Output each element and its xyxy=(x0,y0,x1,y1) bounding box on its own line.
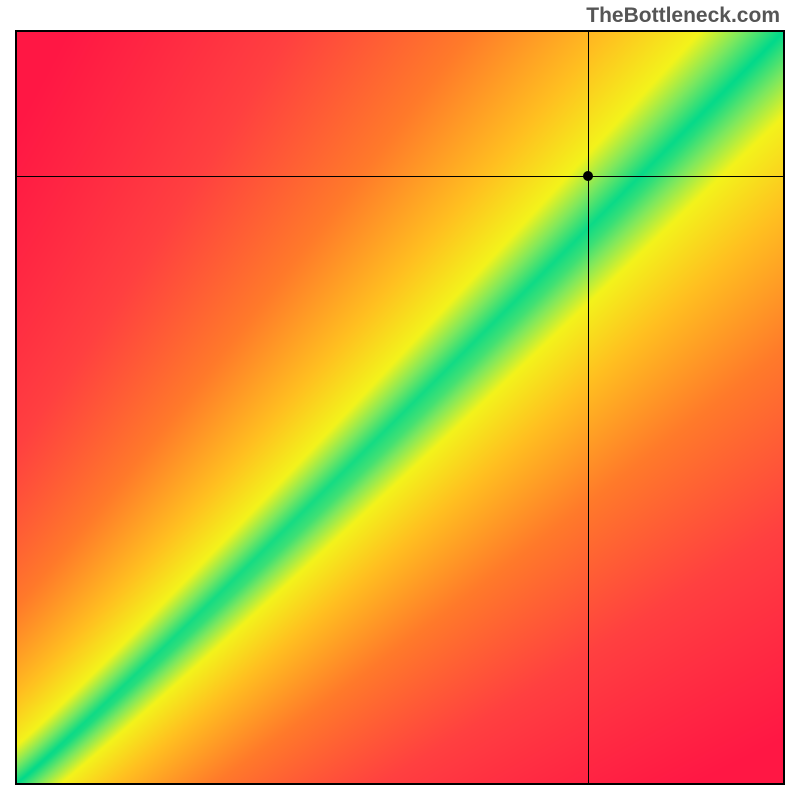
crosshair-vertical xyxy=(588,32,589,783)
heatmap-area xyxy=(15,30,785,785)
crosshair-horizontal xyxy=(17,176,783,177)
chart-container: TheBottleneck.com xyxy=(0,0,800,800)
crosshair-marker xyxy=(583,171,593,181)
heatmap-canvas xyxy=(17,32,783,783)
watermark-text: TheBottleneck.com xyxy=(586,4,780,28)
